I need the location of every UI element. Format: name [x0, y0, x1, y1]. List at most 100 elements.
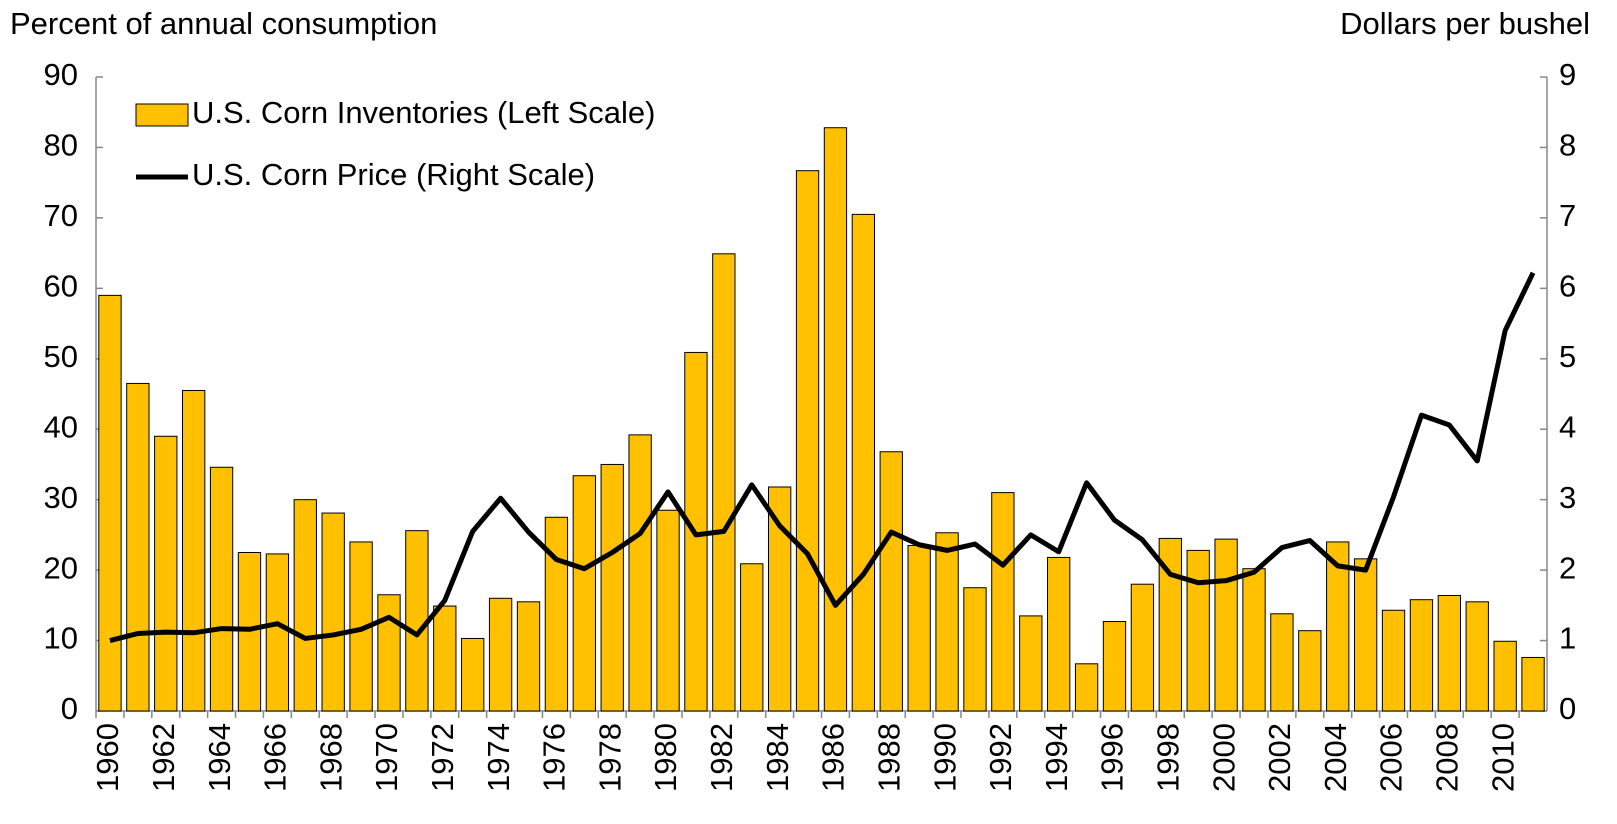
- bar: [265, 553, 290, 712]
- x-tick-label: 1990: [927, 723, 962, 792]
- x-tick-label: 1980: [648, 723, 683, 792]
- bar: [1047, 556, 1071, 712]
- bar: [209, 466, 234, 712]
- legend-swatch: [135, 103, 189, 127]
- y2-tick-label: 7: [1559, 198, 1576, 233]
- x-tick-label: 1994: [1039, 723, 1074, 792]
- x-tick-label: 1976: [537, 723, 572, 792]
- x-tick-label: 2008: [1430, 723, 1465, 792]
- bar: [98, 294, 122, 712]
- bar: [1186, 549, 1210, 712]
- bar: [1381, 609, 1406, 712]
- legend-label: U.S. Corn Inventories (Left Scale): [192, 95, 655, 130]
- x-tick-label: 1996: [1095, 723, 1130, 792]
- x-tick-label: 1968: [313, 723, 348, 792]
- bar: [1493, 640, 1517, 712]
- bar: [823, 127, 848, 712]
- bar: [1298, 630, 1322, 712]
- bar: [154, 435, 178, 712]
- y2-tick-label: 5: [1559, 339, 1576, 374]
- bar: [293, 499, 317, 712]
- bar: [1353, 558, 1378, 712]
- bar: [1214, 538, 1238, 712]
- x-tick-label: 1998: [1150, 723, 1185, 792]
- bar: [600, 463, 624, 712]
- x-tick-label: 1964: [202, 723, 237, 792]
- y-tick-label: 40: [44, 409, 78, 444]
- y-tick-label: 0: [61, 691, 78, 726]
- y2-tick-label: 6: [1559, 269, 1576, 304]
- y-tick-label: 20: [44, 550, 78, 585]
- x-tick-label: 1986: [816, 723, 851, 792]
- bar: [1130, 583, 1155, 712]
- x-tick-label: 2002: [1262, 723, 1297, 792]
- bar: [126, 382, 150, 712]
- x-tick-label: 1988: [871, 723, 906, 792]
- bar: [991, 492, 1015, 712]
- legend-label: U.S. Corn Price (Right Scale): [192, 157, 595, 192]
- y2-tick-label: 9: [1559, 57, 1576, 92]
- bar: [935, 532, 959, 712]
- bar: [740, 563, 764, 712]
- y2-tick-label: 0: [1559, 691, 1576, 726]
- y2-tick-label: 4: [1559, 409, 1576, 444]
- x-tick-label: 2006: [1374, 723, 1409, 792]
- y-tick-label: 80: [44, 128, 78, 163]
- y2-axis-title: Dollars per bushel: [1340, 6, 1590, 41]
- bar: [488, 597, 513, 712]
- bar: [433, 605, 457, 712]
- bar: [1102, 621, 1127, 712]
- bar: [572, 475, 596, 712]
- x-tick-label: 1984: [760, 723, 795, 792]
- bar: [767, 486, 792, 712]
- x-tick-label: 1962: [146, 723, 181, 792]
- line: [109, 271, 1536, 643]
- bar: [182, 389, 206, 712]
- y-tick-label: 90: [44, 57, 78, 92]
- bar: [461, 637, 485, 712]
- bar: [1521, 656, 1545, 712]
- x-tick-label: 1960: [90, 723, 125, 792]
- bar: [1437, 594, 1461, 712]
- y-tick-label: 10: [44, 621, 78, 656]
- bar: [1465, 601, 1489, 712]
- y2-tick-label: 8: [1559, 128, 1576, 163]
- bar: [1242, 568, 1266, 712]
- bar: [963, 587, 987, 712]
- bar: [321, 512, 345, 712]
- x-tick-label: 2000: [1206, 723, 1241, 792]
- bar: [879, 451, 903, 712]
- bar: [1270, 613, 1294, 712]
- bar: [405, 530, 429, 712]
- y-tick-label: 70: [44, 198, 78, 233]
- bar: [1326, 541, 1350, 712]
- bar: [907, 544, 931, 712]
- y-tick-label: 60: [44, 269, 78, 304]
- x-tick-label: 1970: [369, 723, 404, 792]
- bar: [1158, 537, 1182, 712]
- x-tick-label: 1992: [983, 723, 1018, 792]
- y-axis-title: Percent of annual consumption: [10, 6, 437, 41]
- bar: [795, 170, 820, 712]
- y2-tick-label: 1: [1559, 621, 1576, 656]
- bar: [851, 213, 876, 712]
- x-tick-label: 1972: [425, 723, 460, 792]
- x-tick-label: 2004: [1318, 723, 1353, 792]
- y2-tick-label: 2: [1559, 550, 1576, 585]
- y-tick-label: 50: [44, 339, 78, 374]
- bar: [516, 601, 541, 712]
- bar: [377, 594, 401, 712]
- bar: [656, 509, 680, 712]
- bar: [628, 434, 652, 712]
- x-tick-label: 1974: [481, 723, 516, 792]
- bar: [712, 253, 736, 712]
- y-tick-label: 30: [44, 480, 78, 515]
- y2-tick-label: 3: [1559, 480, 1576, 515]
- x-tick-label: 1982: [704, 723, 739, 792]
- bar: [1074, 663, 1099, 712]
- x-tick-label: 1966: [258, 723, 293, 792]
- bar: [1019, 615, 1043, 712]
- bar: [544, 516, 569, 712]
- bar: [1409, 599, 1434, 712]
